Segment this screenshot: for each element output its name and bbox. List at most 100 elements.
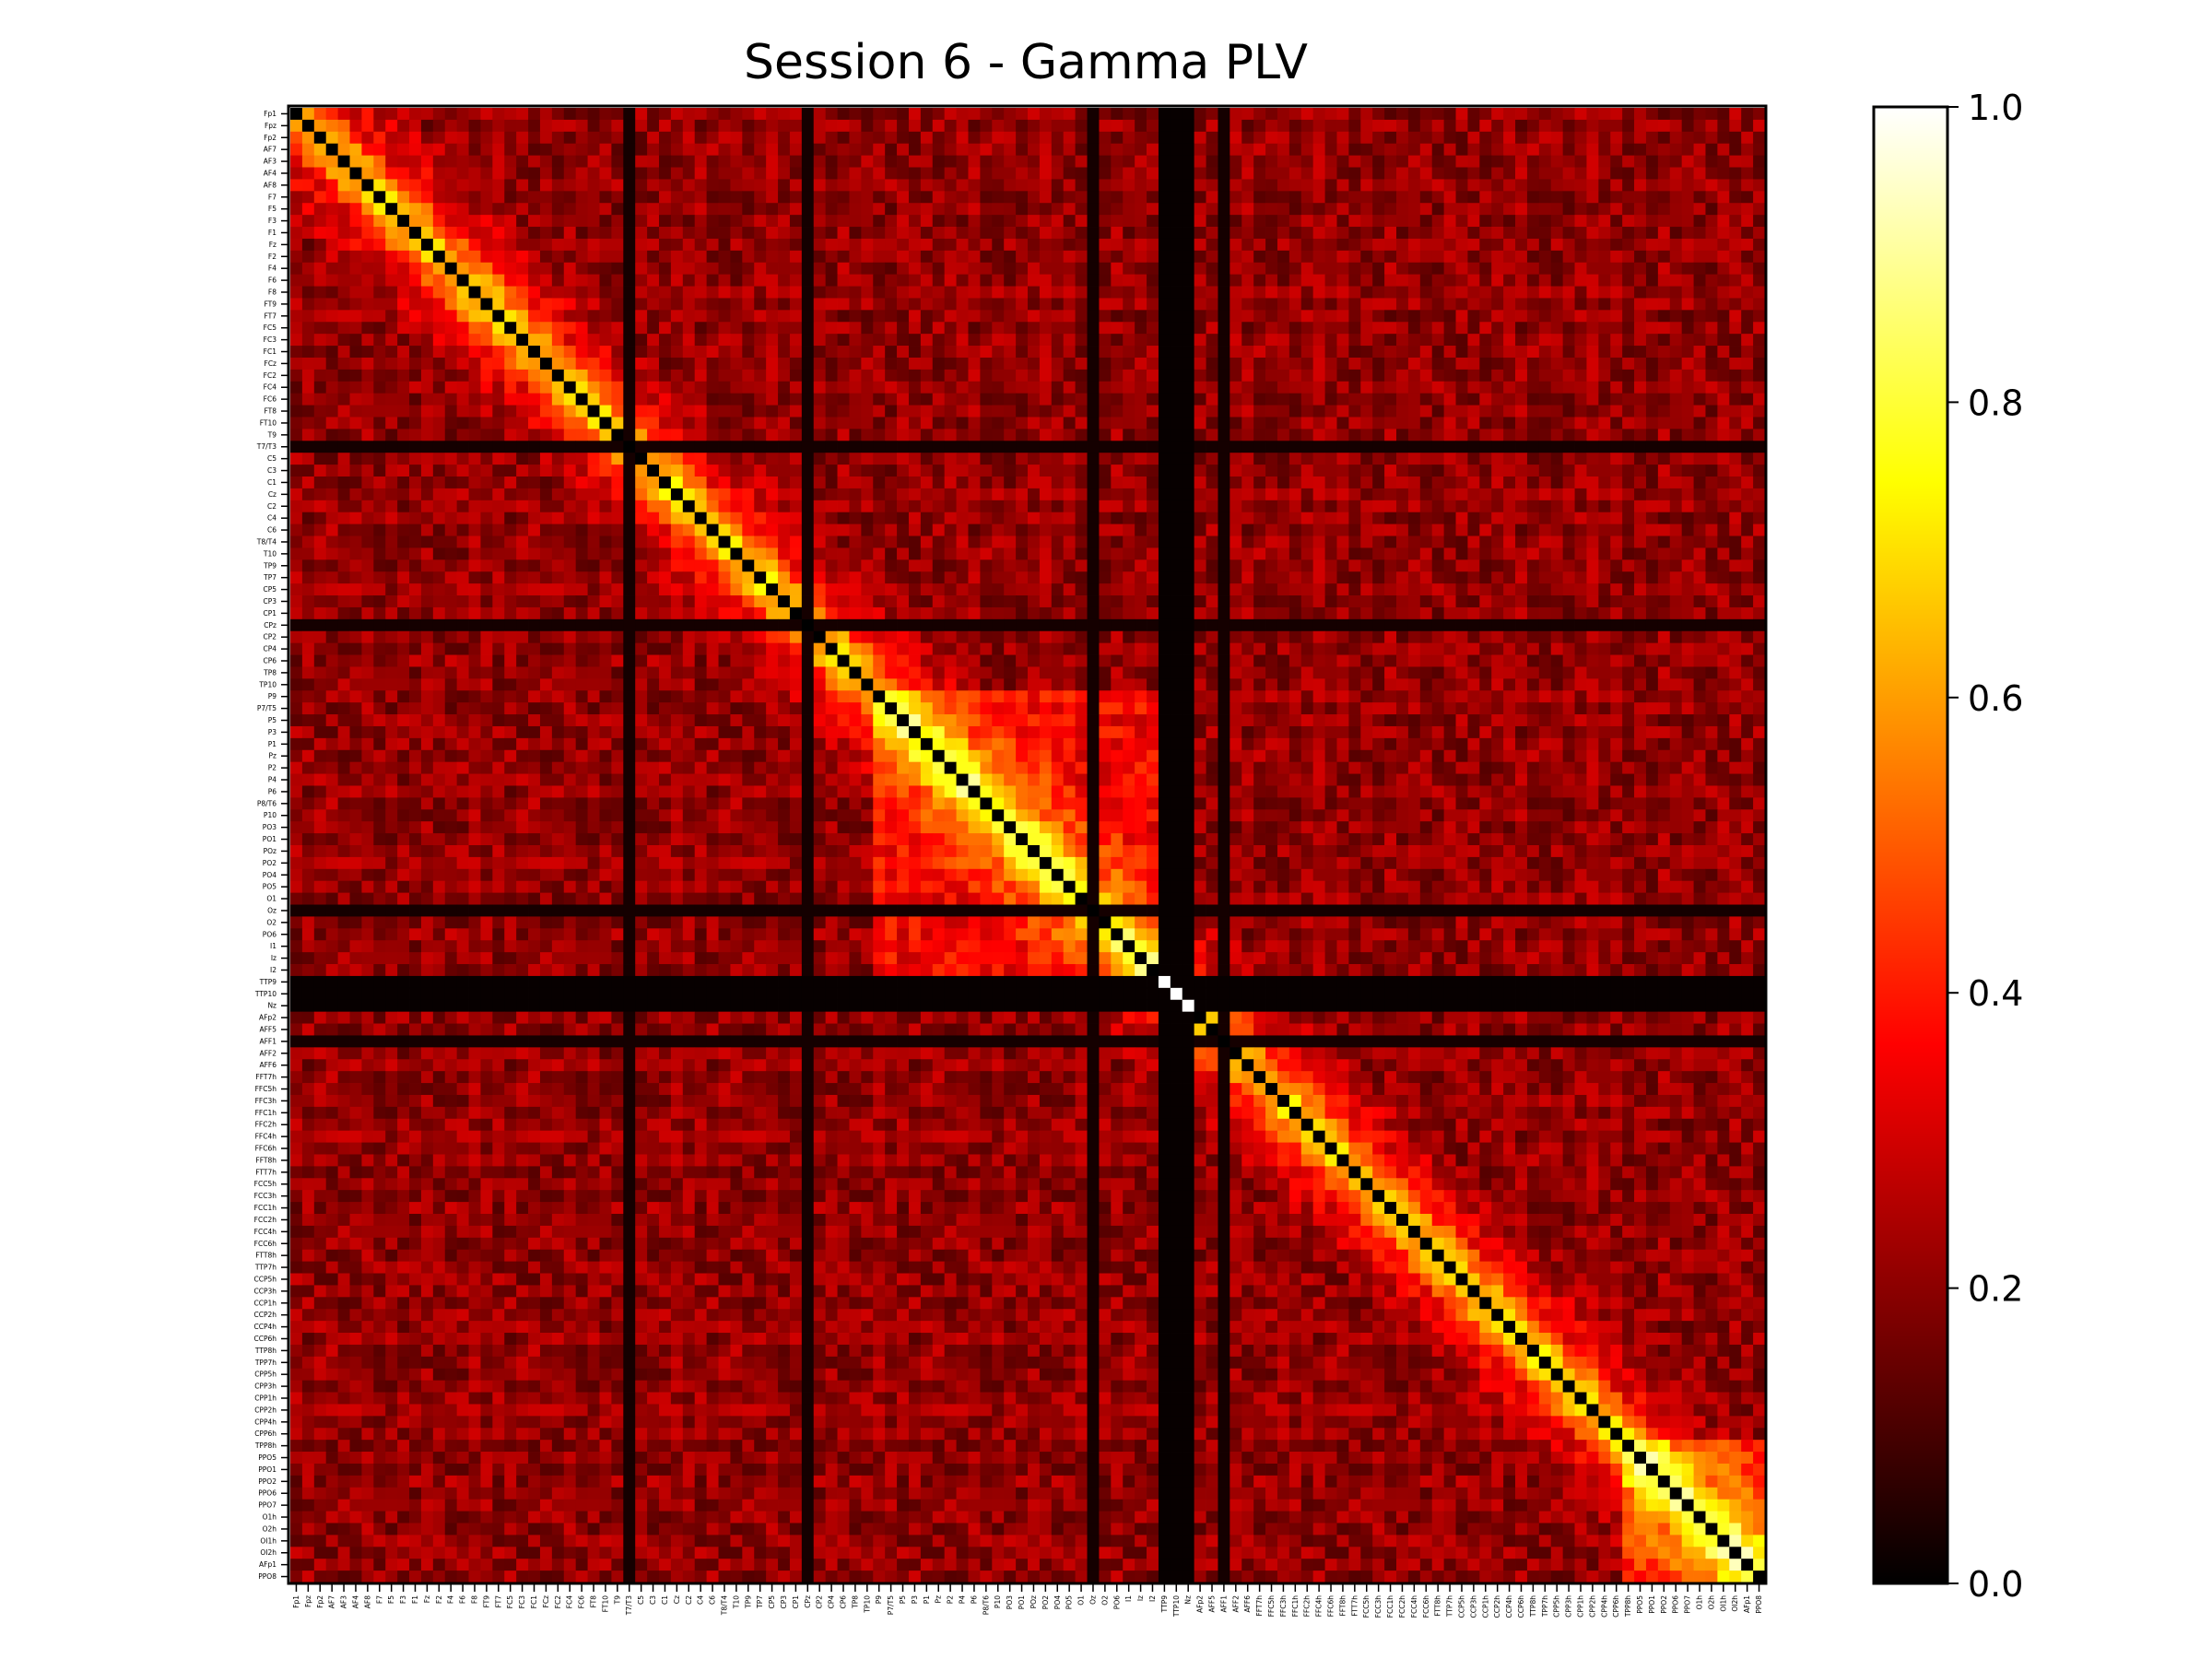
heatmap-cell — [420, 453, 434, 465]
heatmap-cell — [992, 465, 1005, 477]
heatmap-cell — [1004, 191, 1017, 204]
heatmap-cell — [1063, 131, 1077, 145]
heatmap-cell — [1753, 512, 1766, 525]
heatmap-cell — [1538, 298, 1552, 311]
heatmap-cell — [1479, 441, 1492, 453]
heatmap-cell — [1016, 143, 1029, 157]
heatmap-cell — [337, 535, 350, 548]
heatmap-cell — [897, 274, 910, 287]
heatmap-cell — [1705, 417, 1718, 429]
heatmap-cell — [1253, 417, 1266, 429]
heatmap-cell — [1051, 238, 1065, 252]
heatmap-cell — [1431, 346, 1445, 359]
heatmap-cell — [1075, 417, 1088, 429]
heatmap-cell — [468, 583, 481, 596]
heatmap-cell — [361, 369, 374, 382]
heatmap-cell — [1610, 334, 1623, 347]
heatmap-cell — [1384, 227, 1397, 240]
heatmap-cell — [325, 500, 339, 513]
heatmap-cell — [718, 393, 731, 406]
heatmap-cell — [563, 238, 577, 252]
heatmap-cell — [1645, 119, 1659, 133]
heatmap-cell — [635, 203, 648, 216]
heatmap-cell — [1360, 155, 1373, 168]
heatmap-cell — [813, 405, 827, 418]
heatmap-cell — [1396, 262, 1409, 276]
heatmap-cell — [1277, 131, 1290, 145]
heatmap-cell — [1051, 286, 1065, 299]
heatmap-cell — [635, 559, 648, 572]
heatmap-cell — [1170, 500, 1183, 513]
heatmap-cell — [1455, 381, 1468, 394]
heatmap-cell — [1194, 453, 1206, 465]
heatmap-cell — [944, 167, 957, 180]
heatmap-cell — [730, 119, 743, 133]
heatmap-cell — [1729, 250, 1742, 264]
heatmap-cell — [1550, 203, 1564, 216]
heatmap-cell — [1063, 227, 1077, 240]
heatmap-cell — [444, 167, 458, 180]
heatmap-cell — [1610, 215, 1623, 228]
heatmap-cell — [420, 488, 434, 501]
heatmap-cell — [516, 500, 529, 513]
heatmap-cell — [1693, 559, 1706, 572]
heatmap-cell — [432, 357, 446, 371]
heatmap-cell — [635, 500, 648, 513]
heatmap-cell — [1004, 346, 1017, 359]
heatmap-cell — [944, 179, 957, 192]
heatmap-cell — [1051, 547, 1065, 560]
heatmap-cell — [1277, 179, 1290, 192]
heatmap-cell — [385, 535, 398, 548]
heatmap-cell — [682, 322, 696, 335]
heatmap-cell — [706, 119, 719, 133]
heatmap-cell — [908, 262, 922, 276]
heatmap-cell — [1265, 108, 1278, 121]
heatmap-cell — [1526, 310, 1540, 323]
heatmap-cell — [813, 334, 827, 347]
heatmap-cell — [1075, 155, 1088, 168]
heatmap-cell — [1705, 286, 1718, 299]
heatmap-cell — [1407, 441, 1421, 453]
heatmap-cell — [1336, 405, 1349, 418]
heatmap-cell — [432, 547, 446, 560]
heatmap-cell — [337, 238, 350, 252]
heatmap-cell — [563, 322, 577, 335]
heatmap-cell — [1443, 488, 1456, 501]
heatmap-cell — [623, 191, 636, 204]
heatmap-cell — [1503, 119, 1516, 133]
heatmap-cell — [980, 441, 993, 453]
heatmap-cell — [1717, 571, 1730, 584]
heatmap-cell — [1039, 571, 1053, 584]
heatmap-cell — [563, 227, 577, 240]
heatmap-cell — [504, 357, 517, 371]
heatmap-cell — [1598, 393, 1611, 406]
heatmap-cell — [325, 203, 339, 216]
heatmap-cell — [873, 203, 886, 216]
heatmap-cell — [1491, 334, 1504, 347]
heatmap-cell — [611, 393, 624, 406]
heatmap-cell — [1028, 274, 1041, 287]
heatmap-cell — [1681, 500, 1694, 513]
heatmap-cell — [1004, 477, 1017, 489]
heatmap-cell — [1598, 179, 1611, 192]
heatmap-cell — [670, 108, 684, 121]
heatmap-cell — [897, 417, 910, 429]
heatmap-cell — [1075, 488, 1088, 501]
heatmap-cell — [456, 500, 469, 513]
heatmap-cell — [694, 559, 708, 572]
heatmap-cell — [468, 191, 481, 204]
heatmap-cell — [825, 167, 838, 180]
heatmap-cell — [373, 191, 386, 204]
heatmap-cell — [682, 453, 696, 465]
heatmap-cell — [432, 500, 446, 513]
heatmap-cell — [1028, 369, 1041, 382]
heatmap-cell — [1455, 429, 1468, 441]
heatmap-cell — [1538, 477, 1552, 489]
heatmap-cell — [1503, 500, 1516, 513]
heatmap-cell — [1135, 571, 1147, 584]
heatmap-cell — [611, 286, 624, 299]
heatmap-cell — [420, 238, 434, 252]
heatmap-cell — [1336, 441, 1349, 453]
heatmap-cell — [1657, 429, 1671, 441]
heatmap-cell — [480, 524, 493, 536]
